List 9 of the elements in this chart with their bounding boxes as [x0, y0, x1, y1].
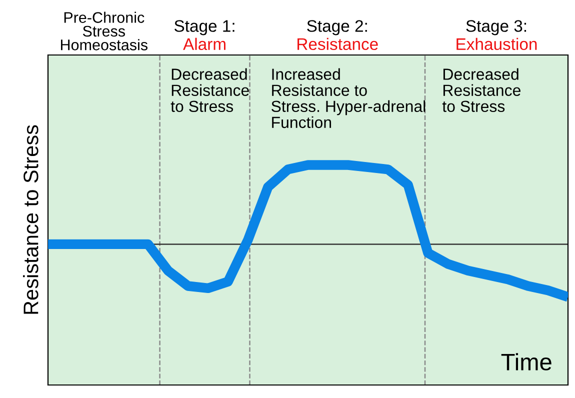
text: Stage 1: Alarm — [174, 20, 234, 50]
text: Stage 3: Exhaustion — [456, 20, 537, 50]
text: Decreased Resistance to Stress — [442, 68, 520, 112]
text: Decreased Resistance to Stress — [170, 68, 249, 112]
x-axis-title: Time — [501, 353, 552, 370]
text: Increased Resistance to Stress. Hyper-adrenal Function — [272, 68, 426, 128]
y-axis-title: Resistance to Stress — [23, 125, 38, 314]
text: Stage 2: Resistance — [298, 20, 378, 50]
text: Pre-Chronic Stress Homeostasis — [61, 12, 148, 50]
